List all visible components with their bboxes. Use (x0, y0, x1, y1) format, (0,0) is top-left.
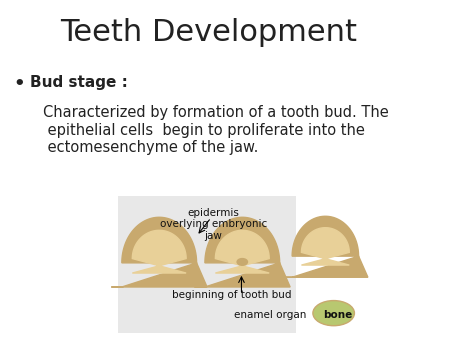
Polygon shape (302, 228, 349, 265)
Text: enamel organ: enamel organ (234, 310, 306, 320)
Text: Teeth Development: Teeth Development (61, 18, 358, 47)
Text: epidermis
overlying embryonic
jaw: epidermis overlying embryonic jaw (160, 208, 267, 241)
Text: bone: bone (323, 310, 352, 320)
Polygon shape (283, 216, 368, 277)
Text: beginning of tooth bud: beginning of tooth bud (172, 290, 292, 300)
Text: •: • (14, 75, 26, 93)
Ellipse shape (313, 300, 355, 326)
Polygon shape (111, 217, 207, 287)
Text: Characterized by formation of a tooth bud. The
 epithelial cells  begin to proli: Characterized by formation of a tooth bu… (43, 105, 389, 155)
Ellipse shape (237, 259, 248, 265)
Polygon shape (216, 230, 269, 273)
Polygon shape (132, 230, 186, 273)
FancyBboxPatch shape (118, 196, 296, 333)
Polygon shape (194, 217, 290, 287)
Text: Bud stage :: Bud stage : (31, 75, 128, 90)
